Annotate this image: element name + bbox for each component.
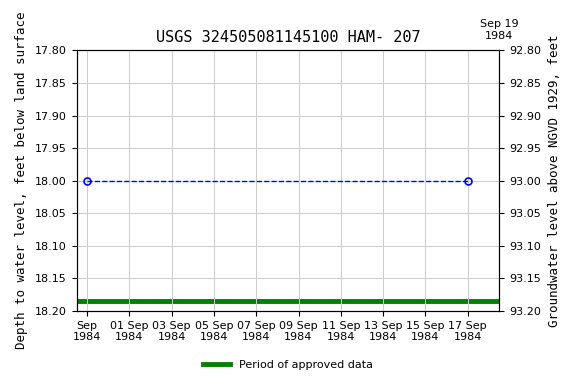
Title: USGS 324505081145100 HAM- 207: USGS 324505081145100 HAM- 207 [156, 30, 420, 45]
Y-axis label: Depth to water level, feet below land surface: Depth to water level, feet below land su… [15, 12, 28, 349]
Legend: Period of approved data: Period of approved data [198, 356, 378, 375]
Text: Sep 19
1984: Sep 19 1984 [480, 19, 518, 41]
Y-axis label: Groundwater level above NGVD 1929, feet: Groundwater level above NGVD 1929, feet [548, 35, 561, 327]
